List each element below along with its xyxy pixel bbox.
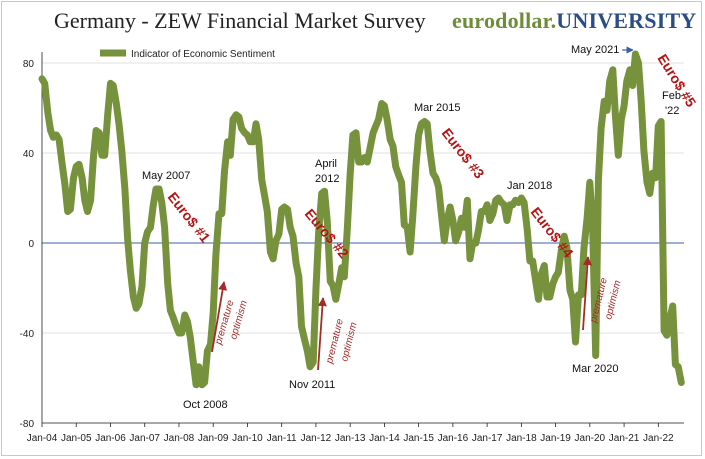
x-tick-label: Jan-13 xyxy=(335,433,366,444)
y-tick-label: 0 xyxy=(28,239,34,250)
legend-label: Indicator of Economic Sentiment xyxy=(131,49,275,60)
x-axis: Jan-04 Jan-05 Jan-06 Jan-07 Jan-08 Jan-09 Jan-… xyxy=(27,423,674,444)
x-tick-label: Jan-19 xyxy=(540,433,571,444)
annotation-22: '22 xyxy=(665,105,679,117)
brand-logo-right: UNIVERSITY xyxy=(556,8,697,33)
y-tick-label: 40 xyxy=(23,149,35,160)
premature-optimism-notes: premature optimism premature optimism pr… xyxy=(211,256,624,371)
x-tick-label: Jan-17 xyxy=(472,433,503,444)
x-tick-label: Jan-11 xyxy=(267,433,297,444)
x-tick-label: Jan-08 xyxy=(164,433,195,444)
legend: Indicator of Economic Sentiment xyxy=(100,49,275,60)
annotation-nov-2011: Nov 2011 xyxy=(289,379,335,391)
x-tick-label: Jan-22 xyxy=(643,433,674,444)
x-tick-label: Jan-16 xyxy=(438,433,469,444)
annotation-oct-2008: Oct 2008 xyxy=(183,399,228,411)
x-tick-label: Jan-04 xyxy=(27,433,58,444)
x-tick-label: Jan-14 xyxy=(369,433,400,444)
x-tick-label: Jan-12 xyxy=(301,433,332,444)
annotation-jan-2018: Jan 2018 xyxy=(507,180,552,192)
annotation-2012: 2012 xyxy=(315,173,339,185)
annotation-april: April xyxy=(315,158,337,170)
brand-logo: eurodollar.UNIVERSITY xyxy=(452,8,696,34)
annotation-feb: Feb xyxy=(662,90,681,102)
y-tick-label: 80 xyxy=(23,59,35,70)
premature-arrow-1 xyxy=(211,281,228,353)
y-axis: 80 40 0 -40 -80 xyxy=(20,59,35,430)
x-tick-label: Jan-05 xyxy=(61,433,92,444)
annotation-mar-2020: Mar 2020 xyxy=(572,363,618,375)
x-tick-label: Jan-21 xyxy=(609,433,640,444)
episode-label-1: Euro$ #1 xyxy=(165,189,214,246)
y-tick-label: -80 xyxy=(20,419,35,430)
x-tick-label: Jan-18 xyxy=(506,433,537,444)
annotation-mar-2015: Mar 2015 xyxy=(414,102,460,114)
annotation-may-2021: May 2021 xyxy=(571,44,619,56)
episode-label-4: Euro$ #4 xyxy=(528,204,577,261)
x-tick-label: Jan-20 xyxy=(575,433,606,444)
annotation-may-2007: May 2007 xyxy=(142,170,190,182)
series-line-economic-sentiment xyxy=(38,50,685,389)
date-annotations: May 2007 Oct 2008 April 2012 Nov 2011 Ma… xyxy=(142,44,681,411)
brand-logo-left: eurodollar. xyxy=(452,8,557,33)
y-tick-label: -40 xyxy=(20,329,35,340)
premature-arrow-2 xyxy=(317,297,327,371)
x-tick-label: Jan-09 xyxy=(198,433,229,444)
premature-arrow-3 xyxy=(582,256,592,331)
x-tick-label: Jan-10 xyxy=(232,433,263,444)
x-tick-label: Jan-15 xyxy=(403,433,434,444)
x-tick-label: Jan-06 xyxy=(95,433,126,444)
chart-title: Germany - ZEW Financial Market Survey xyxy=(54,8,426,33)
x-tick-label: Jan-07 xyxy=(129,433,160,444)
